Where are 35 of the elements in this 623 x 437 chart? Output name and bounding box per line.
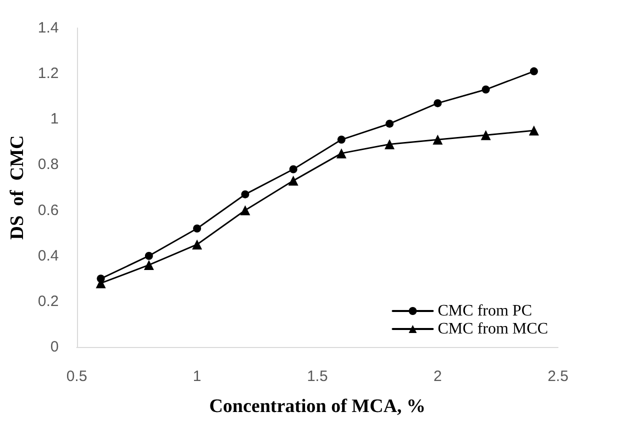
point [386,120,394,128]
point [480,130,491,140]
point [144,260,154,270]
point [288,176,298,186]
x-tick-label: 2 [434,368,442,385]
legend-label: CMC from MCC [438,320,548,338]
point [289,165,298,174]
y-tick-label: 0 [50,338,59,356]
point [482,86,490,94]
y-tick-label: 1.4 [38,20,59,36]
point [336,148,346,158]
y-axis-title: DS of CMC [7,135,28,240]
point [384,139,395,150]
point [241,190,250,198]
point [337,136,346,144]
legend-label: CMC from PC [438,302,532,320]
x-axis-title: Concentration of MCA, % [209,396,426,417]
point [530,67,538,76]
y-tick-label: 1.2 [38,65,59,82]
x-tick-label: 1 [192,368,202,385]
x-tick-label: 1.5 [306,368,328,385]
point [528,126,539,136]
point [240,205,250,216]
y-tick-label: 0.6 [38,202,59,219]
y-tick-label: 0.4 [38,247,59,264]
y-tick-label: 0.2 [38,292,59,310]
point [144,252,153,260]
y-tick-label: 0.8 [38,156,59,174]
y-tick-label: 1 [50,110,59,128]
x-tick-label: 0.5 [66,368,88,385]
point [192,239,202,250]
point [434,99,442,108]
x-tick-label: 2.5 [548,368,568,385]
point [193,224,202,233]
point [432,134,443,145]
